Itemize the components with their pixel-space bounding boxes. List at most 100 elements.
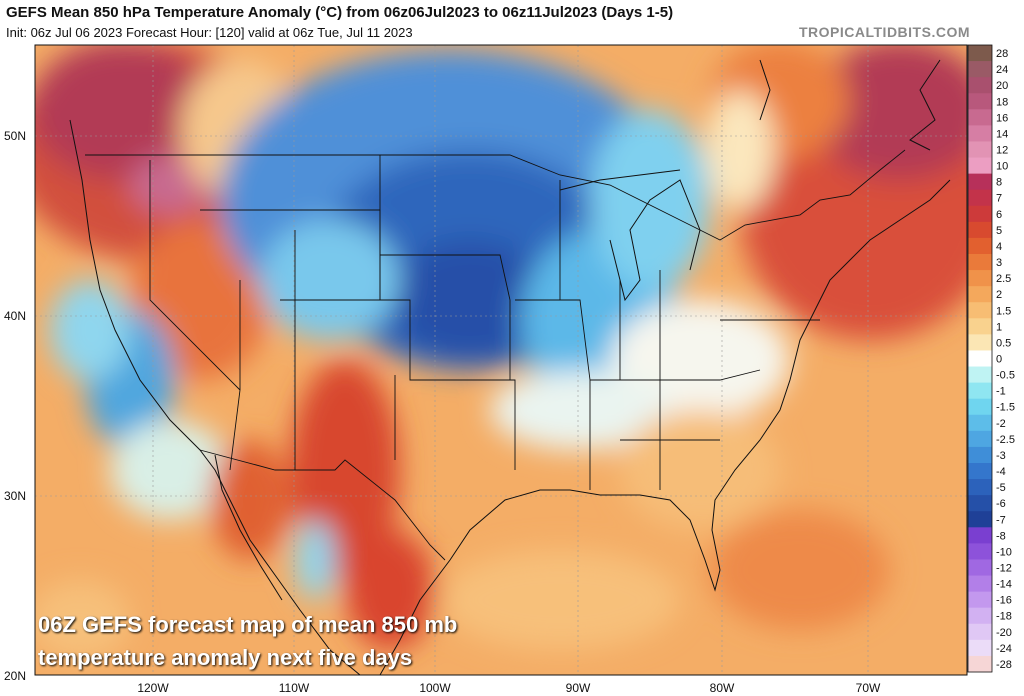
colorbar-label: -4	[996, 466, 1006, 478]
lat-label-40: 40N	[4, 309, 26, 323]
colorbar-label: 7	[996, 193, 1002, 205]
colorbar-label: -8	[996, 530, 1006, 542]
colorbar-label: -2	[996, 418, 1006, 430]
colorbar-label: 28	[996, 48, 1008, 60]
caption-line-2: temperature anomaly next five days	[38, 645, 413, 670]
colorbar-swatch	[968, 109, 992, 126]
colorbar-label: -1.5	[996, 402, 1015, 414]
colorbar-swatch	[968, 77, 992, 94]
colorbar-swatch	[968, 205, 992, 223]
map-subtitle: Init: 06z Jul 06 2023 Forecast Hour: [12…	[6, 25, 413, 40]
colorbar-label: -24	[996, 643, 1012, 655]
lat-label-20: 20N	[4, 669, 26, 683]
colorbar-label: -3	[996, 450, 1006, 462]
colorbar-label: -16	[996, 595, 1012, 607]
colorbar-swatch	[968, 382, 992, 400]
colorbar-label: -7	[996, 514, 1006, 526]
colorbar-frame	[967, 44, 993, 673]
colorbar-label: -2.5	[996, 434, 1015, 446]
colorbar-swatch	[968, 173, 992, 191]
map-title: GEFS Mean 850 hPa Temperature Anomaly (°…	[6, 4, 674, 21]
lon-label-100w: 100W	[419, 681, 451, 695]
colorbar-label: 20	[996, 80, 1008, 92]
borders	[85, 149, 906, 561]
caption-overlay: 06Z GEFS forecast map of mean 850 mb tem…	[38, 608, 457, 674]
colorbar-swatch	[968, 302, 992, 319]
colorbar-label: 3	[996, 257, 1002, 269]
colorbar-swatch	[968, 45, 992, 62]
colorbar-swatch	[968, 237, 992, 255]
colorbar-swatch	[968, 398, 992, 416]
colorbar-label: 1.5	[996, 305, 1011, 317]
colorbar-label: 12	[996, 145, 1008, 157]
colorbar-swatch	[968, 270, 992, 287]
colorbar-swatch	[968, 543, 992, 560]
colorbar-swatch	[968, 141, 992, 159]
colorbar-label: -10	[996, 546, 1012, 558]
colorbar-swatch	[968, 366, 992, 384]
lat-label-50: 50N	[4, 129, 26, 143]
colorbar-label: 0.5	[996, 337, 1011, 349]
colorbar-label: 1	[996, 321, 1002, 333]
lon-label-80w: 80W	[710, 681, 735, 695]
colorbar-swatch	[968, 655, 992, 673]
colorbar-swatch	[968, 286, 992, 303]
colorbar-swatch	[968, 414, 992, 432]
anomaly-field	[35, 45, 967, 675]
colorbar-label: -14	[996, 579, 1012, 591]
lat-labels: 50N 40N 30N 20N	[4, 129, 26, 683]
colorbar-swatch	[968, 254, 992, 271]
colorbar-swatch	[968, 591, 992, 609]
colorbar-swatch	[968, 93, 992, 110]
colorbar-swatch	[968, 639, 992, 657]
colorbar-label: -6	[996, 498, 1006, 510]
colorbar-swatch	[968, 125, 992, 142]
colorbar-label: -1	[996, 386, 1006, 398]
colorbar-swatch	[968, 527, 992, 544]
colorbar-swatch	[968, 350, 992, 368]
lon-label-110w: 110W	[279, 681, 310, 695]
colorbar-label: -18	[996, 611, 1012, 623]
colorbar-label: -20	[996, 627, 1012, 639]
lon-label-90w: 90W	[566, 681, 591, 695]
colorbar-swatch	[968, 61, 992, 78]
colorbar-swatch	[968, 575, 992, 593]
colorbar-swatch	[968, 495, 992, 512]
brand-label[interactable]: TROPICALTIDBITS.COM	[798, 24, 970, 40]
colorbar-swatch	[968, 430, 992, 448]
colorbar-swatch	[968, 446, 992, 464]
colorbar-swatch	[968, 463, 992, 480]
lon-labels: 120W 110W 100W 90W 80W 70W	[137, 681, 881, 695]
colorbar-label: -12	[996, 563, 1012, 575]
colorbar-swatch	[968, 559, 992, 577]
colorbar-swatch	[968, 318, 992, 335]
colorbar-label: 5	[996, 225, 1002, 237]
colorbar-label: 16	[996, 112, 1008, 124]
lon-label-120w: 120W	[137, 681, 169, 695]
colorbar-swatch	[968, 189, 992, 207]
colorbar-label: 14	[996, 128, 1008, 140]
colorbar-label: 4	[996, 241, 1002, 253]
colorbar-label: -28	[996, 659, 1012, 671]
colorbar-swatch	[968, 479, 992, 496]
colorbar-label: -0.5	[996, 370, 1015, 382]
colorbar-label: 2.5	[996, 273, 1011, 285]
caption-line-1: 06Z GEFS forecast map of mean 850 mb	[38, 612, 458, 637]
colorbar-label: 10	[996, 161, 1008, 173]
colorbar-label: 6	[996, 209, 1002, 221]
colorbar-label: 18	[996, 96, 1008, 108]
colorbar-swatch	[968, 334, 992, 351]
lat-label-30: 30N	[4, 489, 26, 503]
colorbar-label: -5	[996, 482, 1006, 494]
map-frame	[34, 44, 968, 676]
colorbar-label: 8	[996, 177, 1002, 189]
colorbar-label: 0	[996, 354, 1002, 366]
colorbar: 28 24 20 18 16 14 12 10 8 7 6 5 4 3 2.5 2 1.5 1 0.5 0 -0.5 -1…	[967, 44, 1015, 673]
colorbar-swatch	[968, 607, 992, 625]
colorbar-label: 24	[996, 64, 1008, 76]
colorbar-swatch	[968, 221, 992, 239]
colorbar-swatch	[968, 511, 992, 528]
colorbar-swatch	[968, 623, 992, 641]
colorbar-swatch	[968, 157, 992, 175]
